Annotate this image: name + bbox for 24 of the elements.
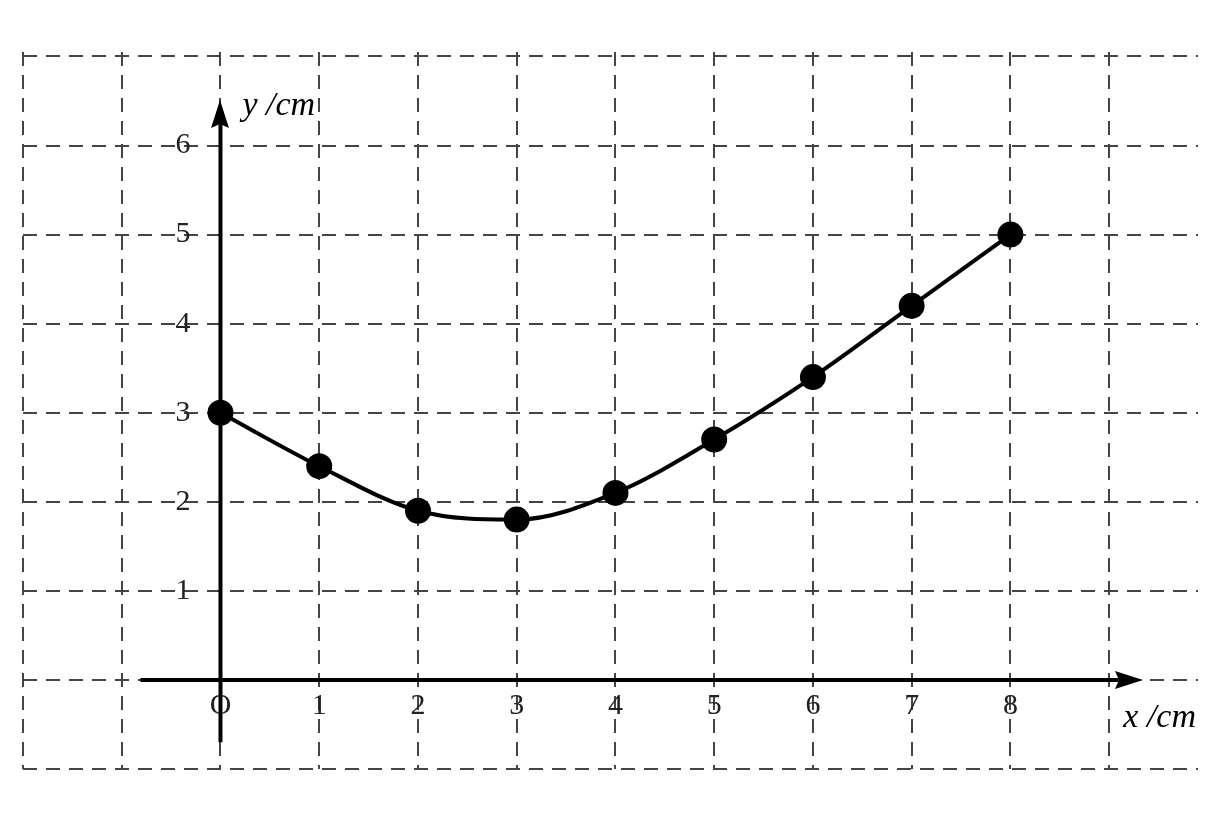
point (898, 292, 925, 319)
point (997, 221, 1024, 248)
point (503, 506, 530, 533)
y-axis-title: y /cm (239, 85, 316, 123)
y-tick-label: 6 (175, 126, 221, 160)
x-tick-label: 4 (607, 686, 623, 720)
y-tick-label: 1 (175, 571, 221, 605)
y-tick-label: 4 (175, 304, 221, 338)
point (701, 426, 728, 453)
point (404, 497, 431, 524)
point (799, 364, 826, 391)
y-tick-label: 2 (175, 482, 221, 516)
y-tick-label: 5 (175, 215, 221, 249)
x-tick-label: 5 (706, 686, 722, 720)
x-tick-label: 6 (805, 686, 821, 720)
point (306, 453, 333, 480)
x-tick-label: 2 (410, 686, 426, 720)
y-tick-label: 3 (175, 393, 221, 427)
point (602, 479, 629, 506)
x-tick-label: 8 (1002, 686, 1018, 720)
x-tick-label: 7 (904, 686, 920, 720)
x-tick-label: 3 (509, 686, 525, 720)
x-axis-title: x /cm (1122, 696, 1196, 734)
x-tick-label: 1 (311, 686, 327, 720)
